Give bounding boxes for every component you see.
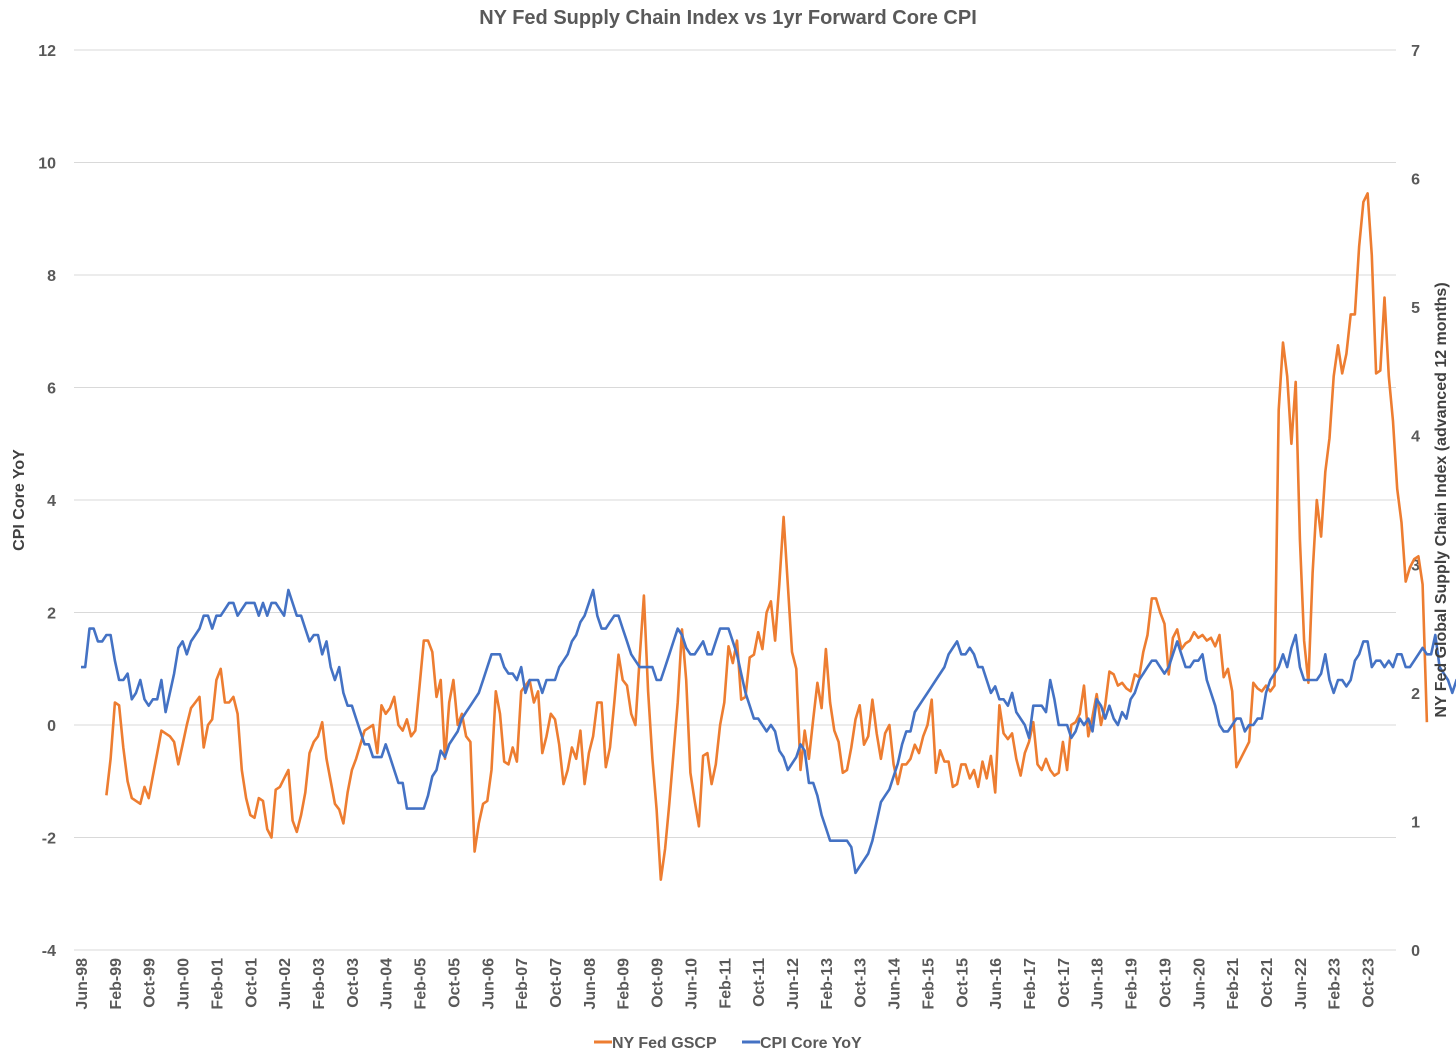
left-axis-title: CPI Core YoY xyxy=(11,449,28,551)
x-tick-label: Oct-21 xyxy=(1259,958,1276,1008)
x-tick-label: Feb-13 xyxy=(819,958,836,1010)
left-tick-label: 2 xyxy=(47,606,56,623)
x-tick-label: Oct-15 xyxy=(954,958,971,1008)
x-tick-label: Feb-15 xyxy=(920,958,937,1010)
left-tick-label: 10 xyxy=(38,156,56,173)
x-tick-label: Feb-11 xyxy=(717,958,734,1009)
x-tick-label: Jun-14 xyxy=(887,958,904,1010)
series-line-gscp xyxy=(105,192,1429,882)
x-tick-label: Oct-11 xyxy=(751,958,768,1007)
legend-label: CPI Core YoY xyxy=(760,1035,862,1052)
gridlines xyxy=(74,49,1396,951)
x-tick-label: Jun-04 xyxy=(379,958,396,1010)
right-axis-ticks: 0 1 2 3 4 5 6 7 xyxy=(1411,43,1420,960)
x-tick-label: Feb-21 xyxy=(1225,958,1242,1010)
x-tick-label: Jun-00 xyxy=(176,958,193,1010)
x-tick-label: Oct-05 xyxy=(446,958,463,1008)
left-tick-label: 8 xyxy=(47,268,56,285)
right-tick-label: 5 xyxy=(1411,300,1420,317)
right-tick-label: 3 xyxy=(1411,557,1420,574)
right-tick-label: 1 xyxy=(1411,814,1420,831)
x-tick-label: Feb-05 xyxy=(413,958,430,1010)
x-tick-label: Feb-17 xyxy=(1022,958,1039,1010)
x-tick-label: Jun-22 xyxy=(1293,958,1310,1010)
left-tick-label: 4 xyxy=(47,493,56,510)
series-layer xyxy=(81,192,1456,882)
right-tick-label: 4 xyxy=(1411,429,1420,446)
x-tick-label: Oct-09 xyxy=(650,958,667,1008)
x-tick-label: Feb-23 xyxy=(1327,958,1344,1010)
right-tick-label: 2 xyxy=(1411,686,1420,703)
x-tick-label: Feb-09 xyxy=(616,958,633,1010)
legend-label: NY Fed GSCP xyxy=(612,1035,717,1052)
legend: NY Fed GSCP CPI Core YoY xyxy=(594,1035,862,1052)
x-axis-ticks: Jun-98 Feb-99 Oct-99 Jun-00 Feb-01 Oct-01 Jun-… xyxy=(74,958,1378,1010)
x-tick-label: Oct-23 xyxy=(1361,958,1378,1008)
left-tick-label: 6 xyxy=(47,381,56,398)
x-tick-label: Oct-17 xyxy=(1056,958,1073,1008)
x-tick-label: Feb-99 xyxy=(108,958,125,1010)
x-tick-label: Oct-03 xyxy=(345,958,362,1008)
series-line-cpi xyxy=(81,588,1456,875)
x-tick-label: Jun-06 xyxy=(480,958,497,1010)
left-tick-label: -4 xyxy=(42,943,56,960)
x-tick-label: Oct-01 xyxy=(243,958,260,1008)
x-tick-label: Feb-07 xyxy=(514,958,531,1010)
left-axis-ticks: -4 -2 0 2 4 6 8 10 12 xyxy=(38,43,56,960)
x-tick-label: Jun-98 xyxy=(74,958,91,1010)
chart-title: NY Fed Supply Chain Index vs 1yr Forward… xyxy=(479,7,977,29)
x-tick-label: Oct-07 xyxy=(548,958,565,1008)
x-tick-label: Oct-19 xyxy=(1157,958,1174,1008)
x-tick-label: Feb-03 xyxy=(311,958,328,1010)
right-tick-label: 7 xyxy=(1411,43,1420,60)
left-tick-label: 0 xyxy=(47,718,56,735)
x-tick-label: Oct-13 xyxy=(853,958,870,1008)
x-tick-label: Jun-02 xyxy=(277,958,294,1010)
right-tick-label: 6 xyxy=(1411,172,1420,189)
x-tick-label: Jun-16 xyxy=(988,958,1005,1010)
right-tick-label: 0 xyxy=(1411,943,1420,960)
left-tick-label: -2 xyxy=(42,831,56,848)
right-axis-title: NY Fed Global Supply Chain Index (advanc… xyxy=(1433,282,1450,717)
x-tick-label: Jun-12 xyxy=(785,958,802,1010)
x-tick-label: Feb-01 xyxy=(209,958,226,1010)
x-tick-label: Jun-08 xyxy=(582,958,599,1010)
x-tick-label: Jun-10 xyxy=(683,958,700,1010)
left-tick-label: 12 xyxy=(38,43,56,60)
x-tick-label: Feb-19 xyxy=(1124,958,1141,1010)
x-tick-label: Jun-18 xyxy=(1090,958,1107,1010)
x-tick-label: Jun-20 xyxy=(1191,958,1208,1010)
x-tick-label: Oct-99 xyxy=(142,958,159,1008)
